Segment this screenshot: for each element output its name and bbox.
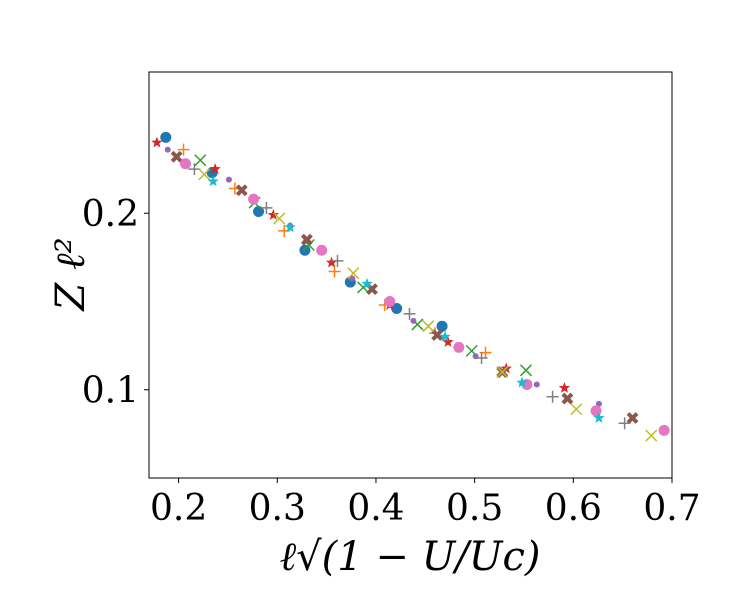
data-point-series-1 (253, 205, 265, 217)
y-axis-label: Z ℓ² (48, 237, 94, 312)
data-point-series-7 (180, 158, 192, 170)
data-point-series-6 (235, 184, 248, 197)
data-point-series-3 (519, 364, 532, 377)
x-axis-ticks: 0.2 0.3 0.4 0.5 0.6 0.7 (150, 478, 701, 529)
data-point-series-9 (496, 366, 509, 379)
x-tick-label: 0.3 (249, 488, 306, 529)
data-point-series-8 (188, 163, 201, 176)
data-point-series-10 (361, 277, 373, 289)
data-point-series-6 (431, 329, 444, 341)
data-point-series-10 (284, 221, 296, 233)
data-point-series-10 (207, 175, 219, 187)
y-tick-label: 0.2 (82, 194, 139, 235)
data-point-series-9 (347, 267, 360, 280)
data-point-series-8 (331, 254, 344, 267)
plot-area (149, 72, 672, 478)
y-axis-ticks: 0.1 0.2 (82, 194, 149, 412)
data-point-series-8 (260, 201, 273, 214)
data-point-series-8 (546, 390, 559, 403)
data-point-series-4 (442, 336, 454, 347)
data-point-series-1 (436, 320, 448, 332)
data-point-series-4 (558, 381, 571, 393)
data-point-series-5 (533, 381, 540, 388)
x-tick-label: 0.5 (446, 488, 503, 529)
data-point-series-5 (164, 146, 171, 153)
data-point-series-4 (151, 136, 163, 148)
data-point-series-2 (328, 265, 341, 278)
x-tick-label: 0.4 (347, 488, 404, 529)
data-point-series-7 (658, 424, 670, 436)
data-point-series-5 (225, 176, 232, 183)
data-point-series-6 (626, 412, 639, 424)
data-point-series-6 (170, 150, 183, 163)
y-tick-label: 0.1 (82, 371, 139, 412)
data-point-series-5 (595, 400, 602, 407)
x-tick-label: 0.7 (643, 488, 700, 529)
data-point-series-9 (570, 403, 583, 416)
data-point-series-10 (593, 411, 605, 423)
data-point-series-5 (349, 275, 356, 282)
data-point-series-8 (618, 417, 631, 430)
data-point-series-9 (645, 429, 658, 442)
data-point-series-9 (422, 320, 435, 333)
data-point-series-1 (299, 244, 311, 256)
data-point-series-9 (273, 212, 286, 225)
data-point-series-8 (475, 351, 488, 364)
data-points (151, 131, 670, 442)
data-point-series-7 (316, 244, 328, 256)
data-point-series-4 (267, 208, 280, 220)
data-point-series-7 (248, 193, 260, 205)
x-tick-label: 0.2 (150, 488, 207, 529)
data-point-series-2 (177, 143, 190, 156)
data-point-series-4 (325, 256, 338, 268)
plot-frame (148, 71, 673, 479)
data-point-series-6 (561, 392, 574, 405)
data-point-series-7 (384, 295, 396, 307)
data-point-series-3 (194, 154, 207, 167)
x-axis-label: ℓ√(1 − U/Uc) (279, 534, 540, 580)
data-point-series-10 (516, 376, 528, 388)
data-point-series-1 (160, 131, 172, 143)
data-point-series-5 (410, 317, 417, 324)
data-point-series-7 (453, 341, 465, 353)
x-tick-label: 0.6 (545, 488, 602, 529)
data-point-series-8 (403, 307, 416, 320)
data-point-series-6 (300, 233, 313, 246)
data-point-series-1 (391, 303, 403, 315)
data-point-series-4 (209, 163, 221, 174)
data-point-series-9 (198, 168, 211, 181)
data-point-series-10 (439, 330, 451, 342)
